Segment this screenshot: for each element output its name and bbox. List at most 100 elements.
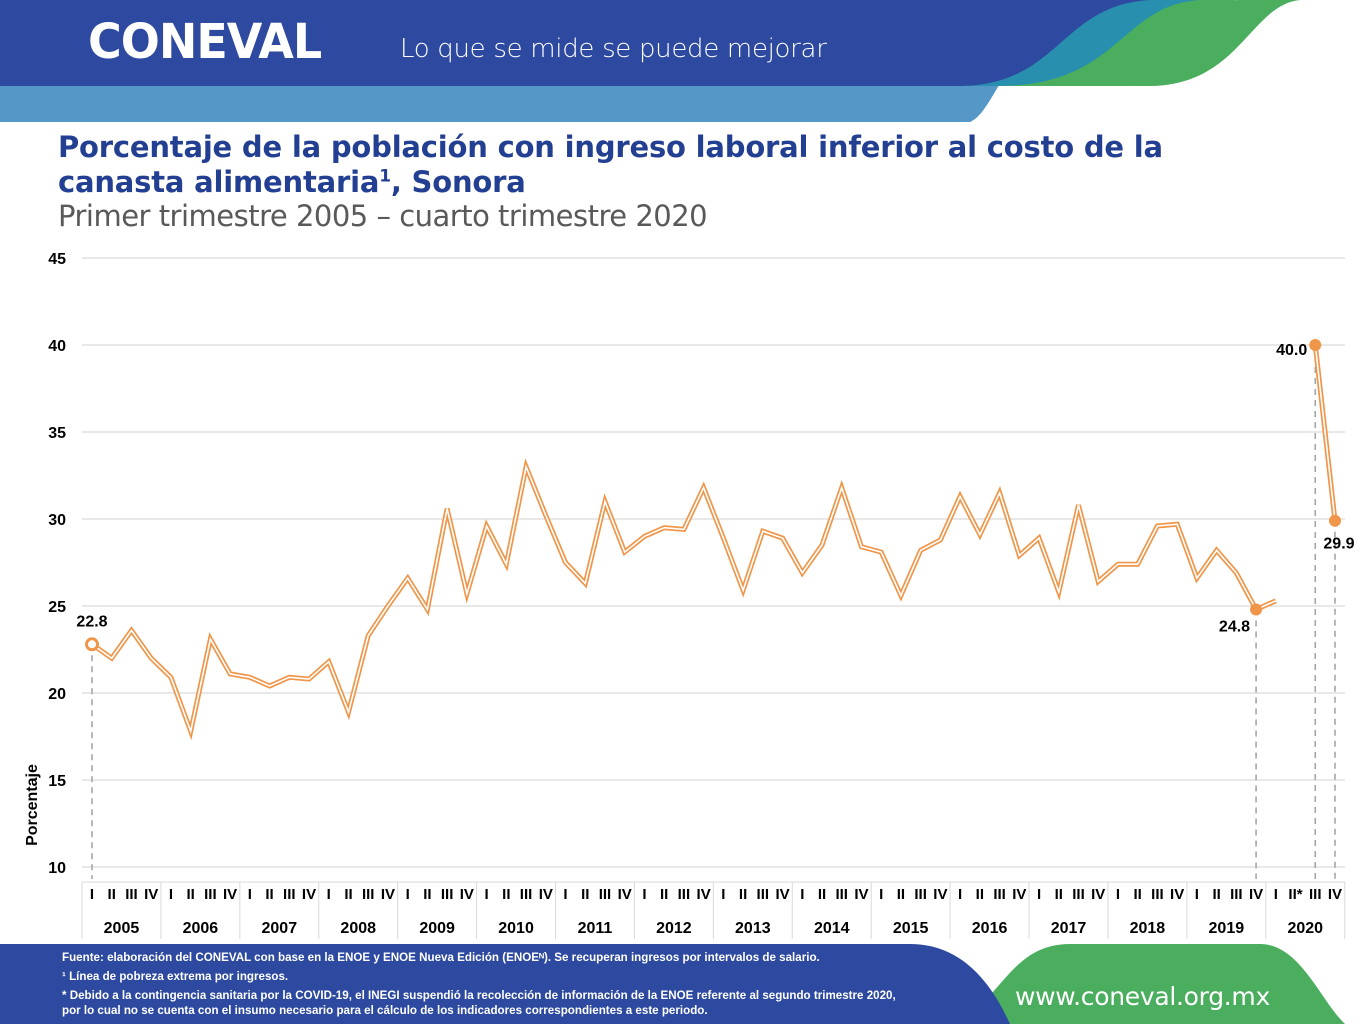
year-tick-label: 2011 bbox=[578, 920, 613, 937]
footer-banner bbox=[0, 940, 1365, 1024]
quarter-tick-label: II bbox=[581, 886, 589, 903]
data-label: 22.8 bbox=[76, 613, 107, 630]
chart-title-line1: Porcentaje de la población con ingreso l… bbox=[58, 130, 1163, 164]
chart-title-line2-text: canasta alimentaria bbox=[58, 165, 380, 199]
footnote-covid-line1: * Debido a la contingencia sanitaria por… bbox=[62, 989, 896, 1002]
year-tick-label: 2006 bbox=[183, 920, 219, 937]
coneval-website-link[interactable]: www.coneval.org.mx bbox=[1015, 982, 1270, 1011]
quarter-tick-label: IV bbox=[1012, 886, 1026, 903]
year-tick-label: 2005 bbox=[104, 920, 140, 937]
quarter-tick-label: III bbox=[599, 886, 612, 903]
quarter-tick-label: III bbox=[362, 886, 375, 903]
quarter-tick-label: II bbox=[344, 886, 352, 903]
highlight-marker bbox=[1328, 514, 1341, 527]
quarter-tick-label: III bbox=[757, 886, 770, 903]
quarter-tick-label: I bbox=[248, 886, 252, 903]
footer-notes: Fuente: elaboración del CONEVAL con base… bbox=[62, 948, 962, 1020]
highlight-marker bbox=[85, 637, 99, 652]
quarter-tick-label: IV bbox=[854, 886, 868, 903]
footer-green-wave bbox=[930, 944, 1345, 1024]
data-label: 24.8 bbox=[1219, 618, 1250, 635]
quarter-tick-label: I bbox=[800, 886, 804, 903]
highlight-marker bbox=[1309, 339, 1322, 351]
y-tick-label: 45 bbox=[48, 251, 66, 268]
quarter-tick-label: I bbox=[721, 886, 725, 903]
year-tick-label: 2014 bbox=[814, 920, 850, 937]
series-line-inner bbox=[91, 464, 1277, 735]
quarter-tick-label: I bbox=[958, 886, 962, 903]
quarter-tick-label: III bbox=[678, 886, 691, 903]
quarter-tick-label: IV bbox=[381, 886, 395, 903]
quarter-tick-label: III bbox=[441, 886, 454, 903]
quarter-tick-label: II bbox=[660, 886, 668, 903]
y-tick-label: 10 bbox=[48, 860, 66, 877]
quarter-tick-label: III bbox=[914, 886, 927, 903]
quarter-tick-label: IV bbox=[1170, 886, 1184, 903]
quarter-tick-label: II bbox=[1134, 886, 1142, 903]
data-label: 29.9 bbox=[1323, 536, 1354, 553]
chart-title-line2: canasta alimentaria1, Sonora bbox=[58, 165, 1208, 200]
quarter-tick-label: II bbox=[897, 886, 905, 903]
data-label: 40.0 bbox=[1276, 342, 1307, 359]
year-tick-label: 2009 bbox=[419, 920, 455, 937]
quarter-tick-label: IV bbox=[933, 886, 947, 903]
quarter-tick-label: III bbox=[283, 886, 296, 903]
quarter-tick-label: III bbox=[1151, 886, 1164, 903]
quarter-tick-label: II bbox=[502, 886, 510, 903]
quarter-tick-label: IV bbox=[697, 886, 711, 903]
quarter-tick-label: I bbox=[1274, 886, 1278, 903]
y-tick-label: 25 bbox=[48, 599, 66, 616]
header-banner: CONEVAL Lo que se mide se puede mejorar bbox=[0, 0, 1365, 125]
quarter-tick-label: III bbox=[520, 886, 533, 903]
quarter-tick-label: II bbox=[423, 886, 431, 903]
quarter-tick-label: III bbox=[1230, 886, 1243, 903]
quarter-tick-label: IV bbox=[1091, 886, 1105, 903]
quarter-tick-label: IV bbox=[618, 886, 632, 903]
quarter-tick-label: IV bbox=[539, 886, 553, 903]
header-dark-blue-band bbox=[0, 0, 1150, 86]
year-tick-label: 2020 bbox=[1287, 920, 1323, 937]
quarter-tick-label: II bbox=[818, 886, 826, 903]
quarter-tick-label: III bbox=[993, 886, 1006, 903]
header-wave-graphic bbox=[0, 0, 1300, 122]
quarter-tick-label: I bbox=[406, 886, 410, 903]
gridlines bbox=[82, 257, 1345, 868]
quarter-tick-label: IV bbox=[1328, 886, 1342, 903]
series-line bbox=[90, 344, 1338, 741]
quarter-tick-label: I bbox=[563, 886, 567, 903]
quarter-tick-label: IV bbox=[1249, 886, 1263, 903]
year-tick-label: 2019 bbox=[1209, 920, 1245, 937]
highlight-marker bbox=[1250, 603, 1263, 616]
year-tick-label: 2007 bbox=[262, 920, 298, 937]
quarter-tick-label: I bbox=[642, 886, 646, 903]
quarter-tick-label: IV bbox=[144, 886, 158, 903]
quarter-tick-label: III bbox=[204, 886, 217, 903]
coneval-logo: CONEVAL bbox=[88, 12, 322, 70]
footnote-covid-line2: por lo cual no se cuenta con el insumo n… bbox=[62, 1004, 708, 1017]
chart-title: Porcentaje de la población con ingreso l… bbox=[58, 130, 1208, 200]
quarter-tick-label: II bbox=[108, 886, 116, 903]
year-tick-label: 2012 bbox=[656, 920, 692, 937]
series-line-inner bbox=[1314, 344, 1336, 521]
year-tick-label: 2010 bbox=[498, 920, 534, 937]
quarter-tick-label: I bbox=[327, 886, 331, 903]
year-tick-label: 2016 bbox=[972, 920, 1008, 937]
y-tick-label: 20 bbox=[48, 686, 66, 703]
quarter-tick-label: II bbox=[1212, 886, 1220, 903]
quarter-tick-label: I bbox=[1195, 886, 1199, 903]
point-markers bbox=[85, 339, 1341, 652]
header-tagline: Lo que se mide se puede mejorar bbox=[400, 34, 827, 64]
quarter-tick-label: IV bbox=[460, 886, 474, 903]
quarter-tick-label: II bbox=[186, 886, 194, 903]
quarter-tick-label: II bbox=[265, 886, 273, 903]
quarter-tick-label: I bbox=[879, 886, 883, 903]
drop-lines bbox=[91, 345, 1336, 879]
year-tick-label: 2015 bbox=[893, 920, 929, 937]
quarter-tick-label: III bbox=[125, 886, 138, 903]
quarter-tick-label: IV bbox=[223, 886, 237, 903]
source-note: Fuente: elaboración del CONEVAL con base… bbox=[62, 951, 820, 964]
quarter-tick-label: I bbox=[90, 886, 94, 903]
quarter-tick-label: II bbox=[1055, 886, 1063, 903]
y-tick-label: 35 bbox=[48, 425, 66, 442]
